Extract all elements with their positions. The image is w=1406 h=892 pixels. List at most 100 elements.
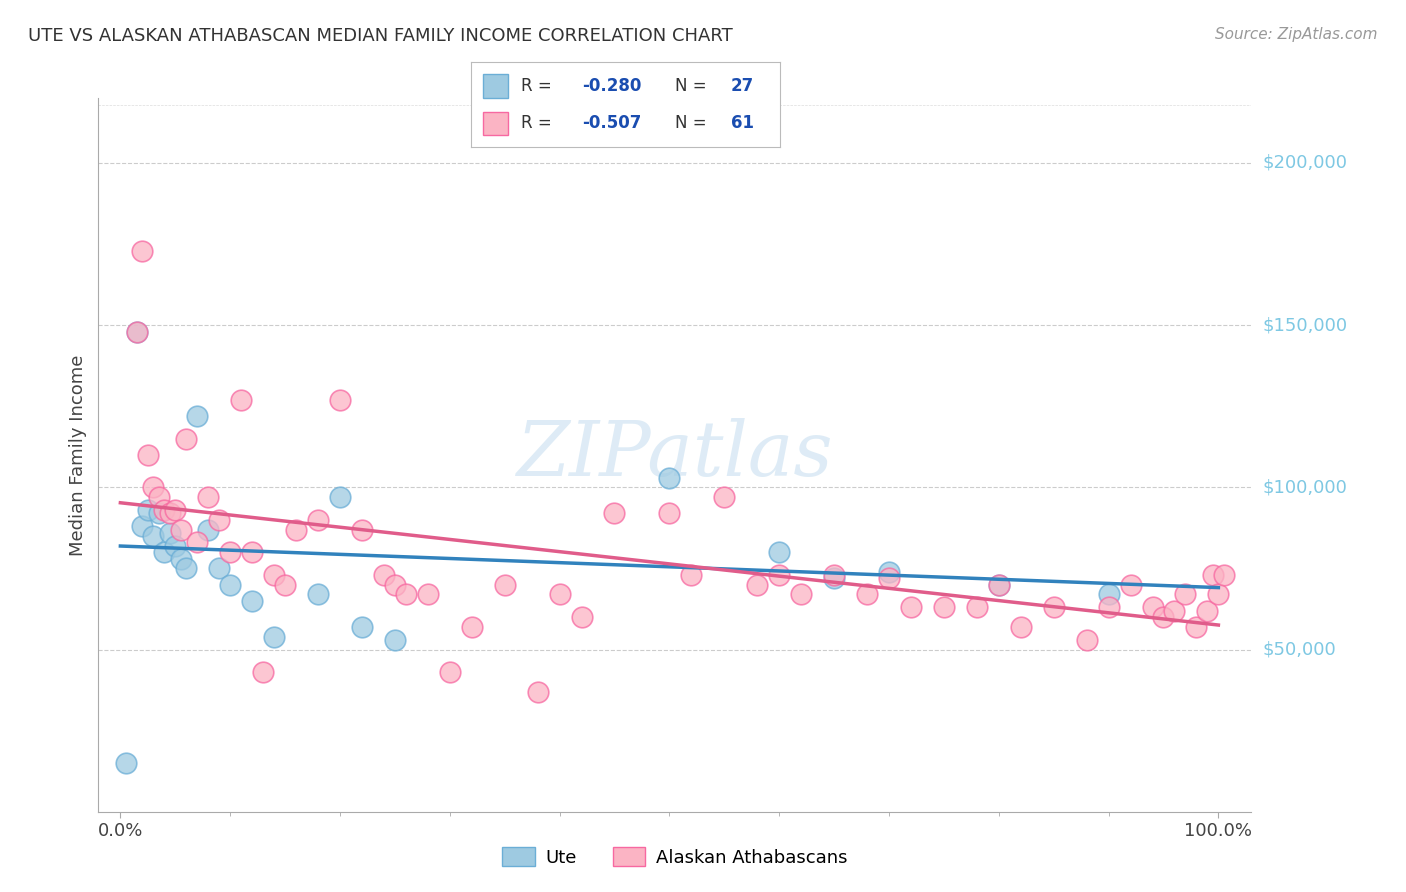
Y-axis label: Median Family Income: Median Family Income: [69, 354, 87, 556]
Point: [384, 632, 406, 647]
Point: [987, 577, 1010, 591]
Text: -0.280: -0.280: [582, 78, 641, 95]
Point: [526, 684, 548, 698]
Text: N =: N =: [675, 78, 711, 95]
Point: [1202, 568, 1225, 582]
Point: [384, 577, 406, 591]
Point: [274, 577, 297, 591]
Text: $200,000: $200,000: [1263, 154, 1347, 172]
Point: [131, 244, 153, 258]
Point: [142, 529, 165, 543]
Point: [1174, 587, 1197, 601]
Text: N =: N =: [675, 114, 711, 132]
Point: [1010, 620, 1032, 634]
Point: [125, 325, 148, 339]
Point: [987, 577, 1010, 591]
Point: [263, 630, 285, 644]
Point: [136, 503, 159, 517]
Point: [658, 470, 681, 484]
Bar: [484, 74, 508, 98]
Point: [1119, 577, 1142, 591]
Point: [1076, 632, 1098, 647]
Point: [658, 506, 681, 520]
Text: R =: R =: [520, 78, 557, 95]
Text: $150,000: $150,000: [1263, 316, 1347, 334]
Point: [208, 561, 231, 575]
Point: [142, 480, 165, 494]
Point: [136, 448, 159, 462]
Point: [197, 523, 219, 537]
Point: [877, 571, 900, 585]
Point: [1185, 620, 1208, 634]
Point: [1163, 604, 1185, 618]
Point: [461, 620, 484, 634]
Point: [219, 545, 242, 559]
Point: [159, 506, 181, 520]
Point: [877, 565, 900, 579]
Bar: [484, 112, 508, 136]
Point: [350, 523, 373, 537]
Point: [713, 490, 735, 504]
Point: [148, 490, 170, 504]
Point: [823, 571, 845, 585]
Point: [263, 568, 285, 582]
Point: [240, 594, 263, 608]
Point: [1212, 568, 1234, 582]
Legend: Ute, Alaskan Athabascans: Ute, Alaskan Athabascans: [495, 840, 855, 874]
Point: [373, 568, 395, 582]
Point: [1142, 600, 1164, 615]
Point: [768, 568, 790, 582]
Point: [285, 523, 308, 537]
Point: [571, 610, 593, 624]
Point: [856, 587, 879, 601]
Point: [170, 551, 193, 566]
Text: 27: 27: [731, 78, 754, 95]
Point: [548, 587, 571, 601]
Point: [1153, 610, 1175, 624]
Point: [219, 577, 242, 591]
Point: [603, 506, 626, 520]
Text: 61: 61: [731, 114, 754, 132]
Point: [131, 519, 153, 533]
Point: [153, 503, 176, 517]
Point: [148, 506, 170, 520]
Point: [153, 545, 176, 559]
Text: Source: ZipAtlas.com: Source: ZipAtlas.com: [1215, 27, 1378, 42]
Point: [823, 568, 845, 582]
Point: [1208, 587, 1230, 601]
Point: [747, 577, 769, 591]
Point: [966, 600, 988, 615]
Point: [790, 587, 813, 601]
Point: [186, 409, 208, 423]
Point: [240, 545, 263, 559]
Point: [900, 600, 922, 615]
Text: UTE VS ALASKAN ATHABASCAN MEDIAN FAMILY INCOME CORRELATION CHART: UTE VS ALASKAN ATHABASCAN MEDIAN FAMILY …: [28, 27, 733, 45]
Text: -0.507: -0.507: [582, 114, 641, 132]
Point: [165, 539, 187, 553]
Point: [174, 432, 197, 446]
Text: R =: R =: [520, 114, 557, 132]
Point: [197, 490, 219, 504]
Point: [125, 325, 148, 339]
Point: [329, 490, 352, 504]
Point: [170, 523, 193, 537]
Point: [1097, 600, 1119, 615]
Point: [1097, 587, 1119, 601]
Point: [1197, 604, 1219, 618]
Point: [932, 600, 955, 615]
Point: [252, 665, 274, 680]
Point: [1042, 600, 1064, 615]
Point: [681, 568, 703, 582]
Point: [186, 535, 208, 549]
Point: [307, 587, 329, 601]
Point: [395, 587, 418, 601]
Point: [231, 392, 253, 407]
Text: $50,000: $50,000: [1263, 640, 1336, 658]
Point: [416, 587, 439, 601]
Point: [159, 525, 181, 540]
Point: [115, 756, 138, 770]
Point: [208, 513, 231, 527]
Point: [439, 665, 461, 680]
Point: [329, 392, 352, 407]
Point: [174, 561, 197, 575]
